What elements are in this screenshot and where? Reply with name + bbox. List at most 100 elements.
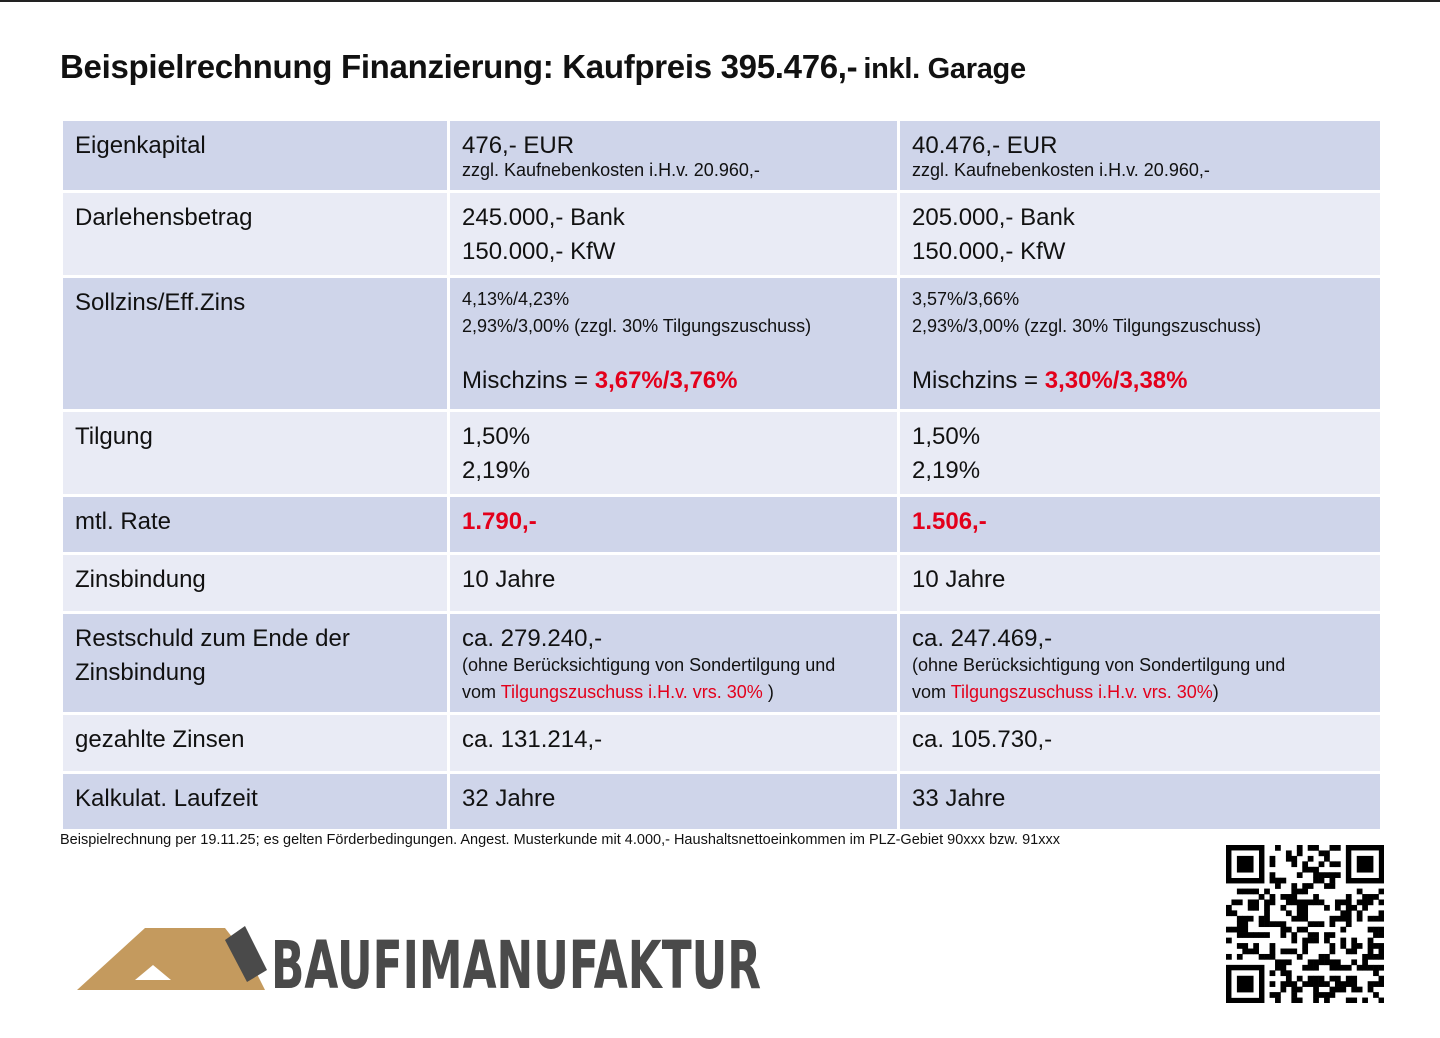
qr-module <box>1334 959 1341 966</box>
qr-module <box>1236 943 1243 949</box>
qr-module <box>1280 894 1287 900</box>
cell: 245.000,- Bank 150.000,- KfW <box>447 190 900 278</box>
qr-module <box>1329 948 1336 955</box>
qr-module <box>1280 959 1287 966</box>
qr-module <box>1318 899 1325 906</box>
cell-line: ca. 247.469,- <box>912 625 1053 652</box>
qr-module <box>1275 877 1281 884</box>
qr-module <box>1351 997 1358 1003</box>
cell: 4,13%/4,23% 2,93%/3,00% (zzgl. 30% Tilgun… <box>447 275 900 412</box>
qr-module <box>1285 975 1292 982</box>
qr-module <box>1334 845 1341 851</box>
qr-module <box>1324 959 1330 966</box>
qr-module <box>1324 883 1330 889</box>
qr-module <box>1302 888 1309 895</box>
qr-module <box>1351 904 1358 911</box>
row: Zinsbindung 10 Jahre 10 Jahre <box>60 552 1383 614</box>
cell-line: ca. 105.730,- <box>897 712 1383 774</box>
qr-module <box>1253 888 1259 895</box>
qr-module <box>1329 964 1336 971</box>
cell-note-highlight: Tilgungszuschuss i.H.v. vrs. 30% <box>950 682 1213 702</box>
qr-module <box>1329 883 1336 889</box>
qr-module <box>1242 921 1249 928</box>
qr-module <box>1367 964 1374 971</box>
qr-module <box>1334 964 1341 971</box>
qr-module <box>1302 866 1309 873</box>
qr-module <box>1291 915 1298 922</box>
qr-module <box>1291 861 1298 868</box>
logo-house <box>135 965 171 980</box>
qr-module <box>1291 899 1298 906</box>
qr-module <box>1362 894 1368 900</box>
qr-module <box>1307 899 1314 906</box>
qr-module <box>1367 899 1374 906</box>
cell-line: ca. 131.214,- <box>447 712 900 774</box>
qr-module <box>1291 883 1298 889</box>
qr-module <box>1356 943 1363 949</box>
qr-module <box>1269 894 1276 900</box>
qr-module <box>1340 899 1347 906</box>
cell-line: 476,- EUR <box>462 132 575 159</box>
qr-module <box>1242 932 1249 938</box>
qr-module <box>1351 937 1358 944</box>
row-label: Tilgung <box>60 409 450 497</box>
logo-roof <box>77 928 265 990</box>
cell: ca. 279.240,- (ohne Berücksichtigung von … <box>447 611 900 715</box>
cell-line: 1,50% <box>462 423 531 450</box>
cell-note: zzgl. Kaufnebenkosten i.H.v. 20.960,- <box>912 160 1210 180</box>
qr-module <box>1373 915 1379 922</box>
qr-module <box>1291 937 1298 944</box>
qr-module <box>1242 948 1249 955</box>
qr-module <box>1275 997 1281 1003</box>
qr-module <box>1285 959 1292 966</box>
qr-module <box>1247 948 1254 955</box>
qr-module <box>1318 850 1325 857</box>
qr-module <box>1367 986 1374 993</box>
qr-module <box>1285 910 1292 917</box>
qr-module <box>1258 953 1265 960</box>
qr-module <box>1269 943 1276 949</box>
qr-module <box>1329 921 1336 928</box>
qr-module <box>1313 959 1319 966</box>
qr-module <box>1324 932 1330 938</box>
qr-module <box>1275 964 1281 971</box>
cell-line: 33 Jahre <box>897 771 1383 832</box>
qr-module <box>1351 943 1358 949</box>
qr-module <box>1285 926 1292 933</box>
cell-line: 150.000,- KfW <box>462 238 616 265</box>
qr-module <box>1356 915 1363 922</box>
title-suffix: inkl. Garage <box>863 53 1026 85</box>
qr-module <box>1302 948 1309 955</box>
qr-module <box>1291 894 1298 900</box>
qr-module <box>1253 899 1259 906</box>
cell-note: ) <box>1212 682 1219 702</box>
qr-module <box>1258 921 1265 928</box>
qr-module <box>1356 964 1363 971</box>
qr-module <box>1334 981 1341 987</box>
qr-module <box>1280 877 1287 884</box>
qr-module <box>1285 981 1292 987</box>
qr-module <box>1247 904 1254 911</box>
qr-module <box>1378 910 1384 917</box>
qr-module <box>1307 932 1314 938</box>
qr-module <box>1269 921 1276 928</box>
qr-module <box>1367 948 1374 955</box>
qr-module <box>1264 932 1270 938</box>
qr-module <box>1269 877 1276 884</box>
mix-label: Mischzins = <box>462 367 589 394</box>
qr-module <box>1373 981 1379 987</box>
mix-label: Mischzins = <box>912 367 1039 394</box>
qr-module <box>1318 953 1325 960</box>
qr-module <box>1351 975 1358 982</box>
qr-module <box>1275 992 1281 998</box>
qr-module <box>1345 915 1352 922</box>
logo-text: BAUFIMANUFAKTUR <box>271 927 761 1000</box>
qr-module <box>1318 981 1325 987</box>
qr-module <box>1367 953 1374 960</box>
qr-module <box>1296 975 1303 982</box>
qr-module <box>1313 894 1319 900</box>
qr-module <box>1236 915 1243 922</box>
qr-module <box>1280 932 1287 938</box>
qr-module <box>1242 915 1249 922</box>
qr-module <box>1334 861 1341 868</box>
